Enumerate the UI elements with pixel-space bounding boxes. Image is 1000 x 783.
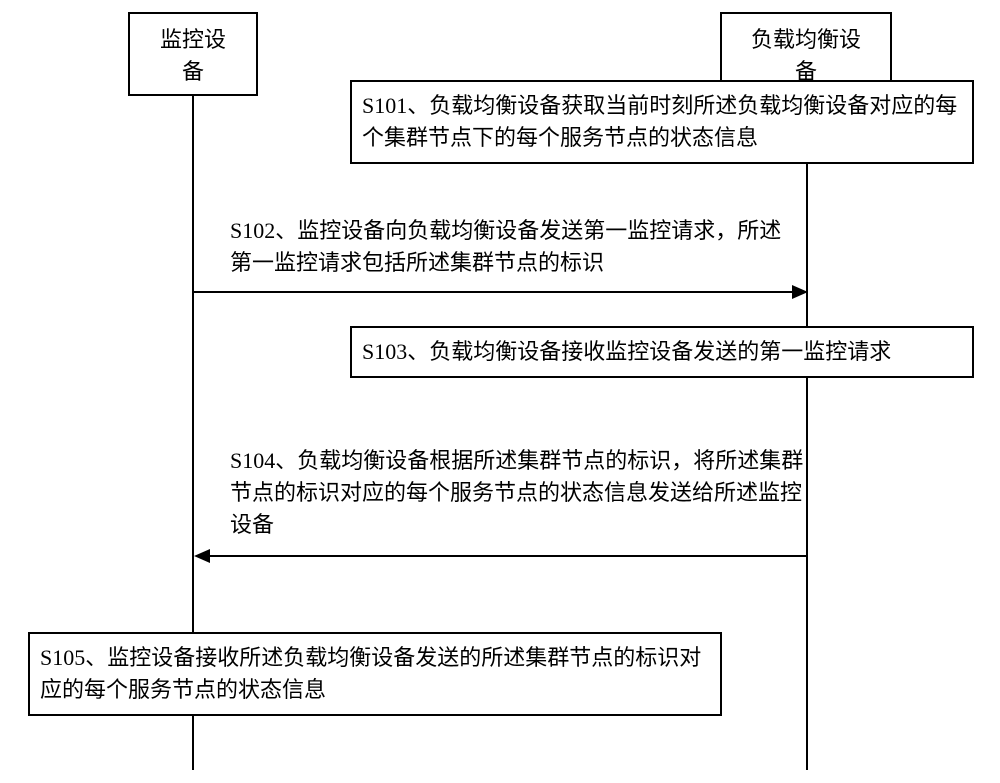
step-s102-text: S102、监控设备向负载均衡设备发送第一监控请求，所述第一监控请求包括所述集群节… <box>230 218 781 275</box>
arrow-s104-head <box>194 549 210 563</box>
step-s101-text: S101、负载均衡设备获取当前时刻所述负载均衡设备对应的每个集群节点下的每个服务… <box>362 93 957 150</box>
sequence-diagram-canvas: 监控设备 负载均衡设备 S101、负载均衡设备获取当前时刻所述负载均衡设备对应的… <box>0 0 1000 783</box>
step-s103-text: S103、负载均衡设备接收监控设备发送的第一监控请求 <box>362 339 891 364</box>
arrow-s102-head <box>792 285 808 299</box>
actor-lb-label: 负载均衡设备 <box>751 27 861 84</box>
arrow-s102-line <box>194 291 792 293</box>
step-s102-text-wrap: S102、监控设备向负载均衡设备发送第一监控请求，所述第一监控请求包括所述集群节… <box>230 215 790 279</box>
actor-monitor: 监控设备 <box>128 12 258 96</box>
step-s105-box: S105、监控设备接收所述负载均衡设备发送的所述集群节点的标识对应的每个服务节点… <box>28 632 722 716</box>
step-s104-text: S104、负载均衡设备根据所述集群节点的标识，将所述集群节点的标识对应的每个服务… <box>230 448 803 537</box>
step-s103-box: S103、负载均衡设备接收监控设备发送的第一监控请求 <box>350 326 974 378</box>
step-s101-box: S101、负载均衡设备获取当前时刻所述负载均衡设备对应的每个集群节点下的每个服务… <box>350 80 974 164</box>
step-s105-text: S105、监控设备接收所述负载均衡设备发送的所述集群节点的标识对应的每个服务节点… <box>40 645 701 702</box>
actor-monitor-label: 监控设备 <box>160 27 226 84</box>
arrow-s104-line <box>210 555 808 557</box>
step-s104-text-wrap: S104、负载均衡设备根据所述集群节点的标识，将所述集群节点的标识对应的每个服务… <box>230 445 820 541</box>
